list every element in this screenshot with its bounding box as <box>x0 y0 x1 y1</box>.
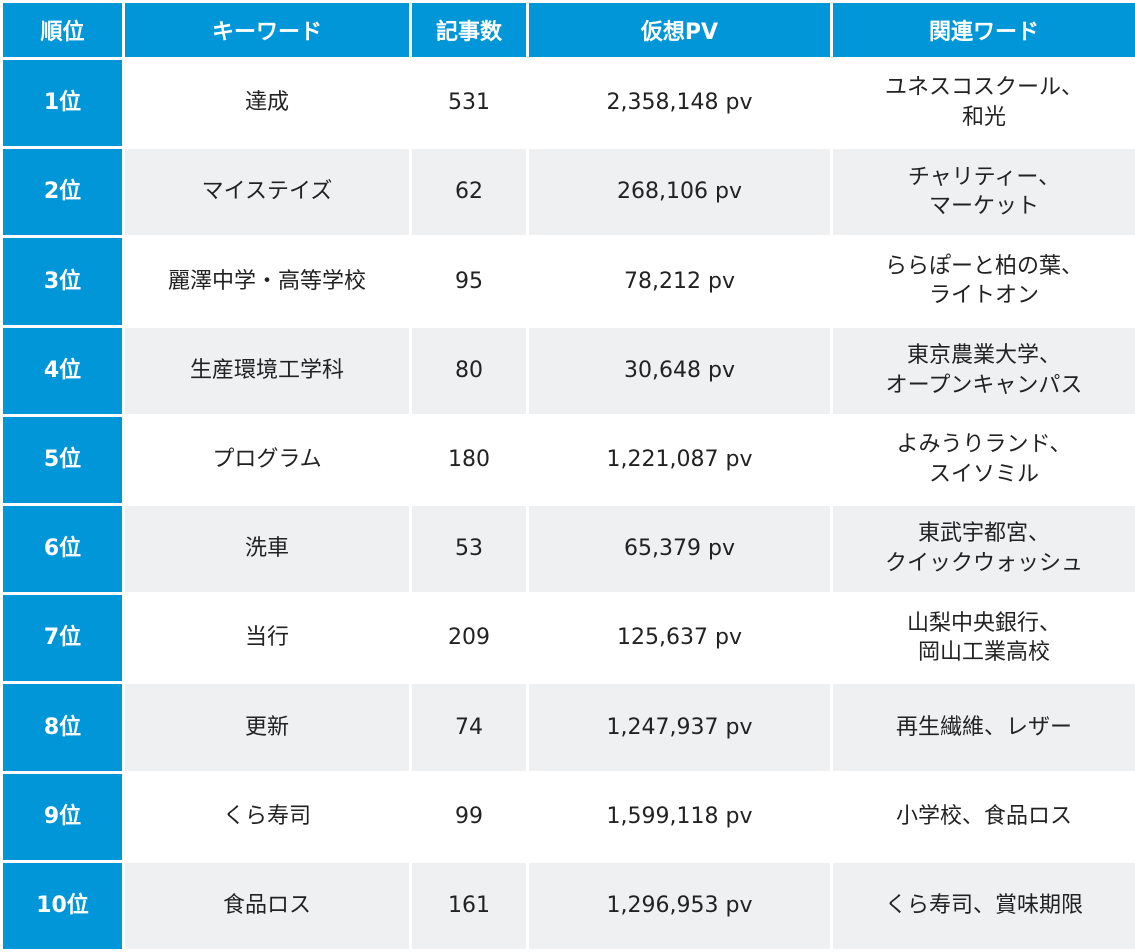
related-word-line: オープンキャンパス <box>885 372 1083 398</box>
keyword-cell: 洗車 <box>125 505 409 593</box>
article-count-cell: 62 <box>412 149 526 236</box>
keyword-cell: 更新 <box>125 684 409 771</box>
keyword-cell: 生産環境工学科 <box>125 327 409 414</box>
article-count-cell: 99 <box>412 773 526 860</box>
related-words-cell: 再生繊維、レザー <box>833 684 1135 771</box>
related-word-line: 東京農業大学、 <box>906 342 1061 368</box>
article-count-cell: 531 <box>412 60 526 147</box>
keyword-cell: 当行 <box>125 595 409 682</box>
table-row: 7位 当行 209 125,637 pv 山梨中央銀行、 岡山工業高校 <box>3 595 1135 682</box>
virtual-pv-cell: 2,358,148 pv <box>529 60 830 147</box>
table-row: 10位 食品ロス 161 1,296,953 pv くら寿司、賞味期限 <box>3 862 1135 949</box>
related-word-line: 東武宇都宮、 <box>917 521 1050 547</box>
article-count-cell: 180 <box>412 416 526 503</box>
virtual-pv-cell: 125,637 pv <box>529 595 830 682</box>
header-rank: 順位 <box>3 3 122 57</box>
related-words-cell: 小学校、食品ロス <box>833 773 1135 860</box>
header-keyword: キーワード <box>125 3 409 57</box>
keyword-cell: 達成 <box>125 60 409 147</box>
table-row: 4位 生産環境工学科 80 30,648 pv 東京農業大学、 オープンキャンパス <box>3 327 1135 414</box>
related-words-cell: 東武宇都宮、クイックウォッシュ <box>833 505 1135 593</box>
table-row: 6位 洗車 53 65,379 pv 東武宇都宮、 クイックウォッシュ <box>3 505 1135 593</box>
rank-cell: 3位 <box>3 238 122 325</box>
keyword-cell: プログラム <box>125 416 409 503</box>
related-word-line: 再生繊維、レザー <box>895 714 1072 740</box>
rank-cell: 8位 <box>3 684 122 771</box>
related-words-cell: 東京農業大学、 オープンキャンパス <box>833 327 1135 414</box>
related-words-cell: 山梨中央銀行、 岡山工業高校 <box>833 595 1135 682</box>
related-word-line: 小学校、食品ロス <box>895 803 1072 829</box>
table-row: 5位 プログラム 180 1,221,087 pv よみうりランド、 スイソミル <box>3 416 1135 503</box>
table-row: 3位 麗澤中学・高等学校 95 78,212 pv ららぽーと柏の葉、 ライトオン <box>3 238 1135 325</box>
related-word-line: チャリティー、 <box>907 164 1061 190</box>
table-body: 1位 達成 531 2,358,148 pv ユネスコスクール、 和光 2位 マイステイズ 62… <box>3 60 1135 949</box>
related-words-cell: チャリティー、 マーケット <box>833 149 1135 236</box>
related-word-line: 和光 <box>961 105 1006 131</box>
keyword-cell: くら寿司 <box>125 773 409 860</box>
virtual-pv-cell: 65,379 pv <box>529 505 830 593</box>
rank-cell: 4位 <box>3 327 122 414</box>
rank-cell: 1位 <box>3 60 122 147</box>
table-row: 2位 マイステイズ 62 268,106 pv チャリティー、 マーケット <box>3 149 1135 236</box>
related-words-cell: くら寿司、賞味期限 <box>833 862 1135 949</box>
keyword-cell: 食品ロス <box>125 862 409 949</box>
related-word-line: クイックウォッシュ <box>884 551 1083 577</box>
virtual-pv-cell: 78,212 pv <box>529 238 830 325</box>
article-count-cell: 53 <box>412 505 526 593</box>
header-related-words: 関連ワード <box>833 3 1135 57</box>
rank-cell: 9位 <box>3 773 122 860</box>
rank-cell: 6位 <box>3 505 122 593</box>
article-count-cell: 74 <box>412 684 526 771</box>
related-word-line: 岡山工業高校 <box>917 640 1050 666</box>
table-row: 1位 達成 531 2,358,148 pv ユネスコスクール、 和光 <box>3 60 1135 147</box>
rank-cell: 10位 <box>3 862 122 949</box>
virtual-pv-cell: 268,106 pv <box>529 149 830 236</box>
virtual-pv-cell: 30,648 pv <box>529 327 830 414</box>
rank-cell: 5位 <box>3 416 122 503</box>
related-word-line: よみうりランド、 <box>896 432 1072 458</box>
related-words-cell: よみうりランド、 スイソミル <box>833 416 1135 503</box>
related-words-cell: ららぽーと柏の葉、 ライトオン <box>833 238 1135 325</box>
virtual-pv-cell: 1,247,937 pv <box>529 684 830 771</box>
related-word-line: ライトオン <box>928 283 1039 309</box>
header-row: 順位 キーワード 記事数 仮想PV 関連ワード <box>3 3 1135 57</box>
related-word-line: スイソミル <box>928 461 1039 487</box>
related-word-line: ユネスコスクール、 <box>884 75 1083 101</box>
article-count-cell: 80 <box>412 327 526 414</box>
rank-cell: 7位 <box>3 595 122 682</box>
article-count-cell: 95 <box>412 238 526 325</box>
table-row: 8位 更新 74 1,247,937 pv 再生繊維、レザー <box>3 684 1135 771</box>
article-count-cell: 161 <box>412 862 526 949</box>
virtual-pv-cell: 1,599,118 pv <box>529 773 830 860</box>
related-word-line: 山梨中央銀行、 <box>906 610 1061 636</box>
virtual-pv-cell: 1,296,953 pv <box>529 862 830 949</box>
related-word-line: くら寿司、賞味期限 <box>884 893 1083 918</box>
article-count-cell: 209 <box>412 595 526 682</box>
header-virtual-pv: 仮想PV <box>529 3 830 57</box>
header-article-count: 記事数 <box>412 3 526 57</box>
rank-cell: 2位 <box>3 149 122 236</box>
keyword-cell: 麗澤中学・高等学校 <box>125 238 409 325</box>
related-word-line: マーケット <box>928 194 1039 220</box>
related-word-line: ららぽーと柏の葉、 <box>884 253 1083 279</box>
virtual-pv-cell: 1,221,087 pv <box>529 416 830 503</box>
table-row: 9位 くら寿司 99 1,599,118 pv 小学校、食品ロス <box>3 773 1135 860</box>
keyword-cell: マイステイズ <box>125 149 409 236</box>
related-words-cell: ユネスコスクール、 和光 <box>833 60 1135 147</box>
